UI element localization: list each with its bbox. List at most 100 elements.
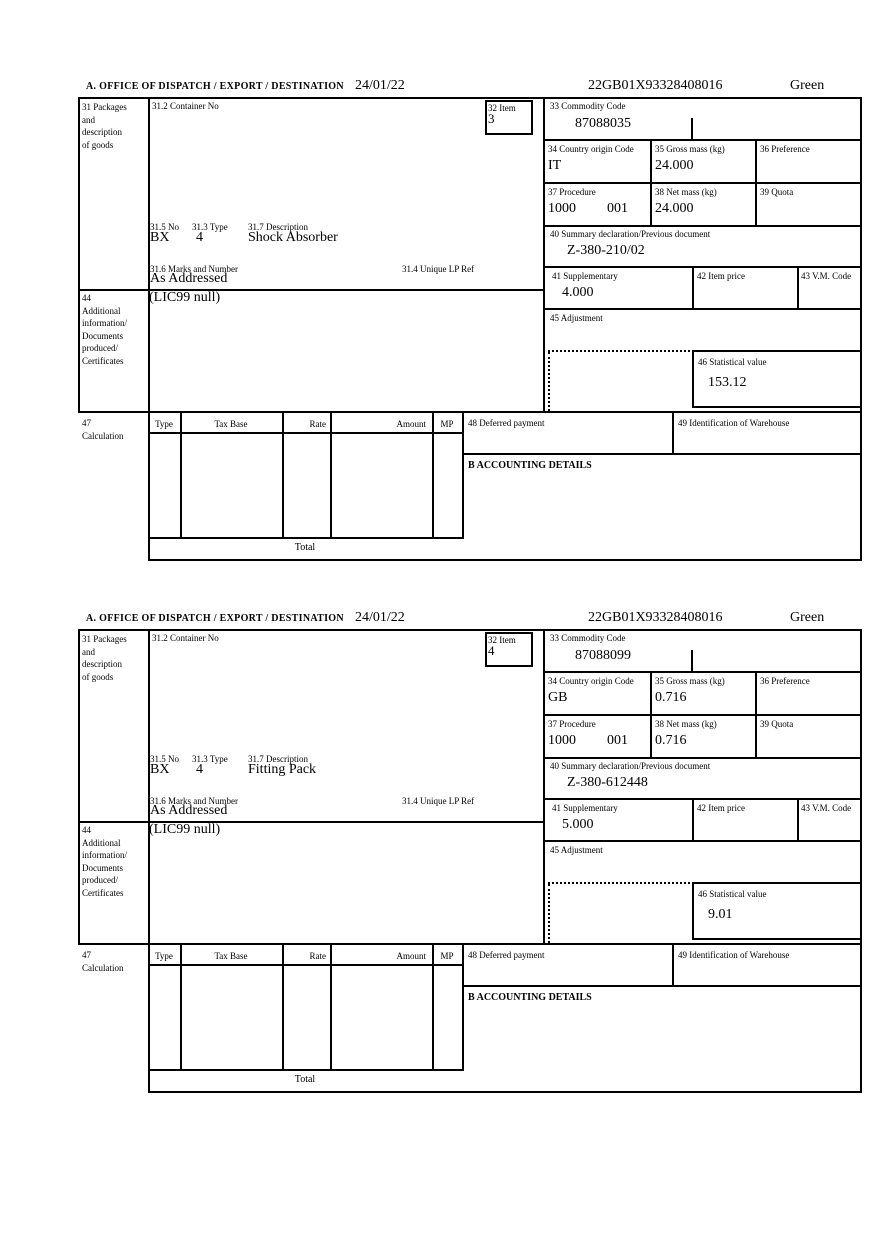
divider [692,882,694,940]
item-box-border [531,100,533,135]
statistical-value: 153.12 [708,375,747,390]
quota-label: 39 Quota [760,187,794,197]
adjustment-label: 45 Adjustment [550,845,603,855]
tax-base-header: Tax Base [214,419,248,429]
divider [797,798,799,842]
declaration-item-section: A. OFFICE OF DISPATCH / EXPORT / DESTINA… [78,78,864,562]
tax-type-header: Type [155,951,173,961]
divider [180,943,182,1069]
divider [692,882,862,884]
preference-label: 36 Preference [760,144,810,154]
unique-lp-ref-label: 31.4 Unique LP Ref [402,796,475,806]
goods-description-value: Shock Absorber [248,230,338,245]
package-no-label: 31.5 No [150,754,179,764]
warehouse-label: 49 Identification of Warehouse [678,418,790,428]
packages-label: 31 Packages and description of goods [82,102,127,150]
divider [692,406,862,408]
header-reference: 22GB01X93328408016 [588,78,723,93]
accounting-details-label: B ACCOUNTING DETAILS [468,460,592,471]
vm-code-label: 43 V.M. Code [801,271,852,281]
item-label: 32 Item [488,635,516,645]
unique-lp-ref-label: 31.4 Unique LP Ref [402,264,475,274]
item-box-border [485,133,533,135]
summary-declaration-label: 40 Summary declaration/Previous document [550,229,711,239]
item-box-border [485,632,487,667]
gross-mass-value: 0.716 [655,690,687,705]
divider [543,182,862,184]
divider [78,97,80,413]
header-route-badge: Green [790,610,825,625]
commodity-code-value: 87088035 [575,116,631,131]
commodity-code-label: 33 Commodity Code [550,101,626,111]
package-type-value: 4 [196,762,203,777]
description-label: 31.7 Description [248,222,308,232]
supplementary-value: 4.000 [562,285,594,300]
divider [148,432,464,434]
header-date: 24/01/22 [355,610,405,625]
item-number-value: 3 [488,111,495,126]
divider [78,289,545,291]
commodity-code-tick [691,650,693,671]
divider [692,350,694,408]
divider [148,1069,464,1071]
header-date: 24/01/22 [355,78,405,93]
divider [543,97,545,413]
country-origin-label: 34 Country origin Code [548,676,634,686]
tax-mp-header: MP [440,419,454,429]
supplementary-value: 5.000 [562,817,594,832]
divider [543,798,862,800]
package-type-value: 4 [196,230,203,245]
package-type-label: 31.3 Type [192,222,228,232]
divider [462,985,862,987]
supplementary-label: 41 Supplementary [552,271,618,281]
divider [543,757,862,759]
marks-label: 31.6 Marks and Number [150,796,238,806]
country-origin-value: GB [548,690,568,705]
net-mass-label: 38 Net mass (kg) [655,719,717,729]
marks-value: As Addressed [150,803,228,818]
office-of-dispatch-label: A. OFFICE OF DISPATCH / EXPORT / DESTINA… [86,613,344,624]
divider [755,671,757,759]
divider [692,938,862,940]
additional-info-label: 44 Additional information/ Documents pro… [82,825,127,898]
gross-mass-label: 35 Gross mass (kg) [655,144,725,154]
tax-type-header: Type [155,419,173,429]
item-box-border [485,100,487,135]
item-price-label: 42 Item price [697,803,745,813]
commodity-code-value: 87088099 [575,648,631,663]
divider [78,411,862,413]
divider [543,139,862,141]
item-box-border [485,665,533,667]
package-no-value: BX [150,230,170,245]
divider [78,97,862,99]
gross-mass-label: 35 Gross mass (kg) [655,676,725,686]
calculation-label: 47 Calculation [82,418,124,441]
net-mass-label: 38 Net mass (kg) [655,187,717,197]
adjustment-label: 45 Adjustment [550,313,603,323]
divider [148,964,464,966]
warehouse-label: 49 Identification of Warehouse [678,950,790,960]
divider [543,266,862,268]
divider [78,629,80,945]
divider [148,559,862,561]
additional-info-value: (LIC99 null) [149,290,221,305]
divider [672,411,674,455]
tax-amount-header: Amount [396,951,426,961]
statistical-value-label: 46 Statistical value [698,357,767,367]
package-no-value: BX [150,762,170,777]
container-no-label: 31.2 Container No [152,633,219,643]
divider [432,943,434,1069]
summary-declaration-label: 40 Summary declaration/Previous document [550,761,711,771]
divider [797,266,799,310]
net-mass-value: 0.716 [655,733,687,748]
divider [148,629,150,1093]
country-origin-value: IT [548,158,562,173]
total-label: Total [294,542,316,553]
total-label: Total [294,1074,316,1085]
procedure-value: 1000 [548,201,576,216]
commodity-code-tick [691,118,693,139]
additional-info-value: (LIC99 null) [149,822,221,837]
divider [860,97,862,561]
item-box-border [531,632,533,667]
divider [148,97,150,561]
